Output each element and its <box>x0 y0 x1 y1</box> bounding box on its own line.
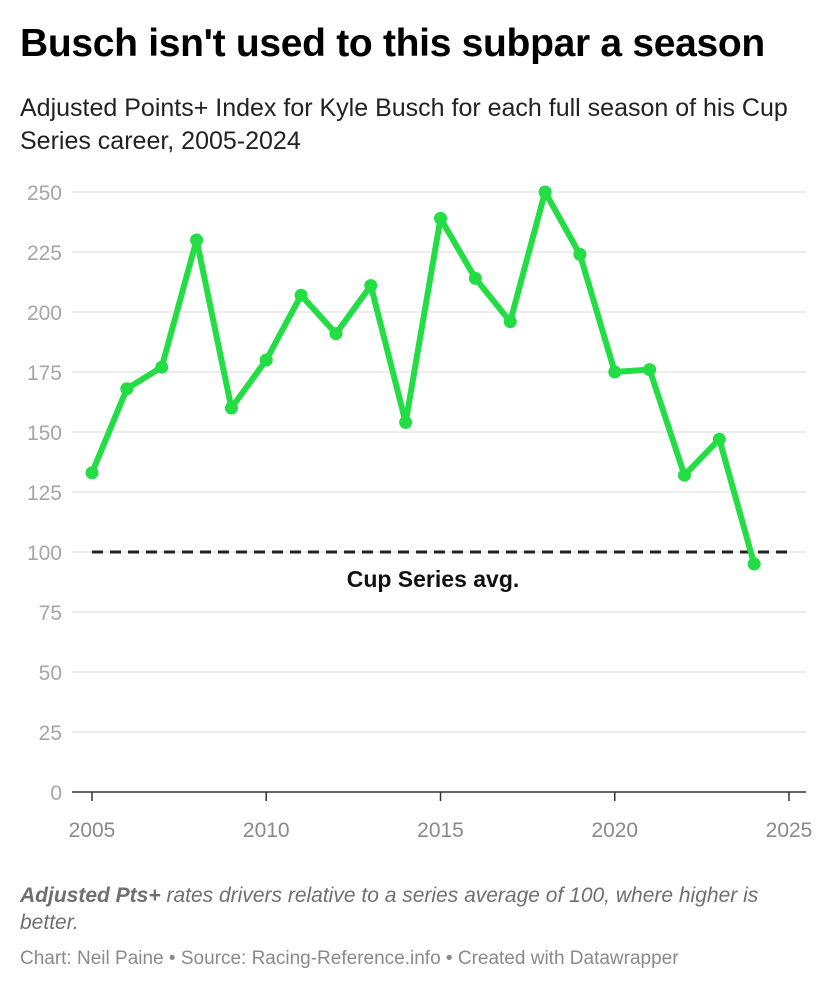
reference-line-group: Cup Series avg. <box>92 550 789 592</box>
data-point <box>747 557 761 571</box>
credit-line: Chart: Neil Paine • Source: Racing-Refer… <box>20 948 679 969</box>
data-point <box>329 327 343 341</box>
y-tick-label: 225 <box>27 242 62 265</box>
series-group <box>85 185 761 571</box>
x-axis: 2005 2010 2015 2020 2025 <box>69 791 813 842</box>
data-point <box>259 353 273 367</box>
data-point <box>503 315 517 329</box>
footnote: Adjusted Pts+ rates drivers relative to … <box>20 882 820 936</box>
y-tick-label: 150 <box>27 422 62 445</box>
x-tick-label: 2010 <box>243 819 290 842</box>
data-point <box>294 288 308 302</box>
data-point <box>120 382 134 396</box>
data-point <box>85 466 99 480</box>
data-point <box>608 365 622 379</box>
x-tick-label: 2015 <box>417 819 464 842</box>
y-tick-label: 175 <box>27 362 62 385</box>
data-point <box>712 432 726 446</box>
data-point <box>643 363 657 377</box>
data-point <box>538 185 552 199</box>
series-line <box>89 189 758 567</box>
x-tick-label: 2005 <box>69 819 116 842</box>
y-tick-label: 25 <box>39 722 62 745</box>
y-tick-label: 0 <box>50 782 62 805</box>
y-axis-ticks: 0 25 50 75 100 125 150 175 200 225 250 <box>27 182 62 805</box>
x-tick-label: 2020 <box>591 819 638 842</box>
footnote-text: rates drivers relative to a series avera… <box>20 884 759 934</box>
data-point <box>677 468 691 482</box>
line-chart: 0 25 50 75 100 125 150 175 200 225 250 2005 2010 201… <box>27 182 813 842</box>
footnote-term: Adjusted Pts+ <box>20 884 161 907</box>
y-tick-label: 250 <box>27 182 62 205</box>
data-point <box>224 401 238 415</box>
chart-subtitle: Adjusted Points+ Index for Kyle Busch fo… <box>20 94 788 155</box>
data-point <box>399 415 413 429</box>
y-tick-label: 50 <box>39 662 62 685</box>
data-point <box>155 360 169 374</box>
y-tick-label: 200 <box>27 302 62 325</box>
y-tick-label: 75 <box>39 602 62 625</box>
data-point <box>573 247 587 261</box>
series-average-label: Cup Series avg. <box>347 566 520 592</box>
gridlines <box>72 191 806 733</box>
data-point <box>364 279 378 293</box>
x-tick-label: 2025 <box>766 819 813 842</box>
data-point <box>468 271 482 285</box>
data-point <box>190 233 204 247</box>
y-tick-label: 125 <box>27 482 62 505</box>
chart-title: Busch isn't used to this subpar a season <box>20 22 765 65</box>
data-point <box>434 211 447 225</box>
y-tick-label: 100 <box>27 542 62 565</box>
